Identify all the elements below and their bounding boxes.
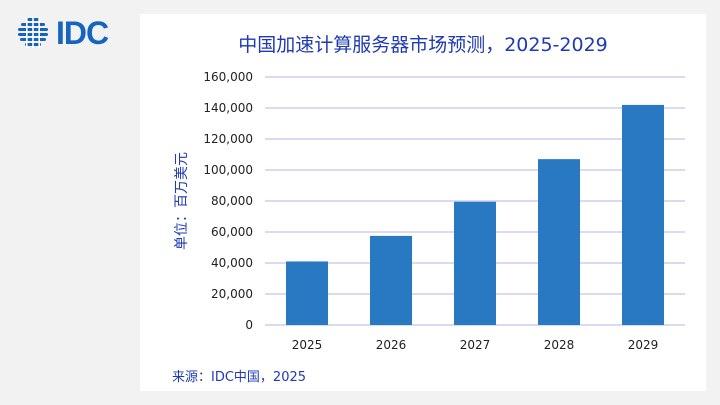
y-tick-label: 140,000 bbox=[203, 101, 253, 115]
x-tick-label: 2027 bbox=[460, 338, 491, 352]
bar-2028 bbox=[538, 159, 580, 325]
x-axis-ticks: 2025 2026 2027 2028 2029 bbox=[292, 338, 659, 352]
logo-text: IDC bbox=[56, 15, 109, 51]
y-tick-label: 40,000 bbox=[211, 256, 253, 270]
y-axis-title: 单位：百万美元 bbox=[174, 152, 190, 250]
bar-2027 bbox=[454, 201, 496, 325]
bars bbox=[286, 104, 664, 326]
y-tick-label: 20,000 bbox=[211, 287, 253, 301]
y-axis-ticks: 0 20,000 40,000 60,000 80,000 100,000 120,000 1… bbox=[203, 70, 253, 332]
bar-2029 bbox=[622, 104, 664, 326]
idc-logo: IDC bbox=[16, 15, 109, 51]
chart-title: 中国加速计算服务器市场预测，2025-2029 bbox=[238, 34, 608, 56]
y-tick-label: 160,000 bbox=[203, 70, 253, 84]
x-tick-label: 2028 bbox=[544, 338, 575, 352]
x-tick-label: 2029 bbox=[628, 338, 659, 352]
y-tick-label: 100,000 bbox=[203, 163, 253, 177]
y-tick-label: 80,000 bbox=[211, 194, 253, 208]
y-tick-label: 120,000 bbox=[203, 132, 253, 146]
bar-2026 bbox=[370, 235, 412, 325]
x-tick-label: 2025 bbox=[292, 338, 323, 352]
y-tick-label: 0 bbox=[245, 318, 253, 332]
bar-2025 bbox=[286, 261, 328, 325]
globe-icon bbox=[18, 18, 48, 48]
source-note: 来源：IDC中国，2025 bbox=[172, 370, 307, 385]
x-tick-label: 2026 bbox=[376, 338, 407, 352]
y-tick-label: 60,000 bbox=[211, 225, 253, 239]
